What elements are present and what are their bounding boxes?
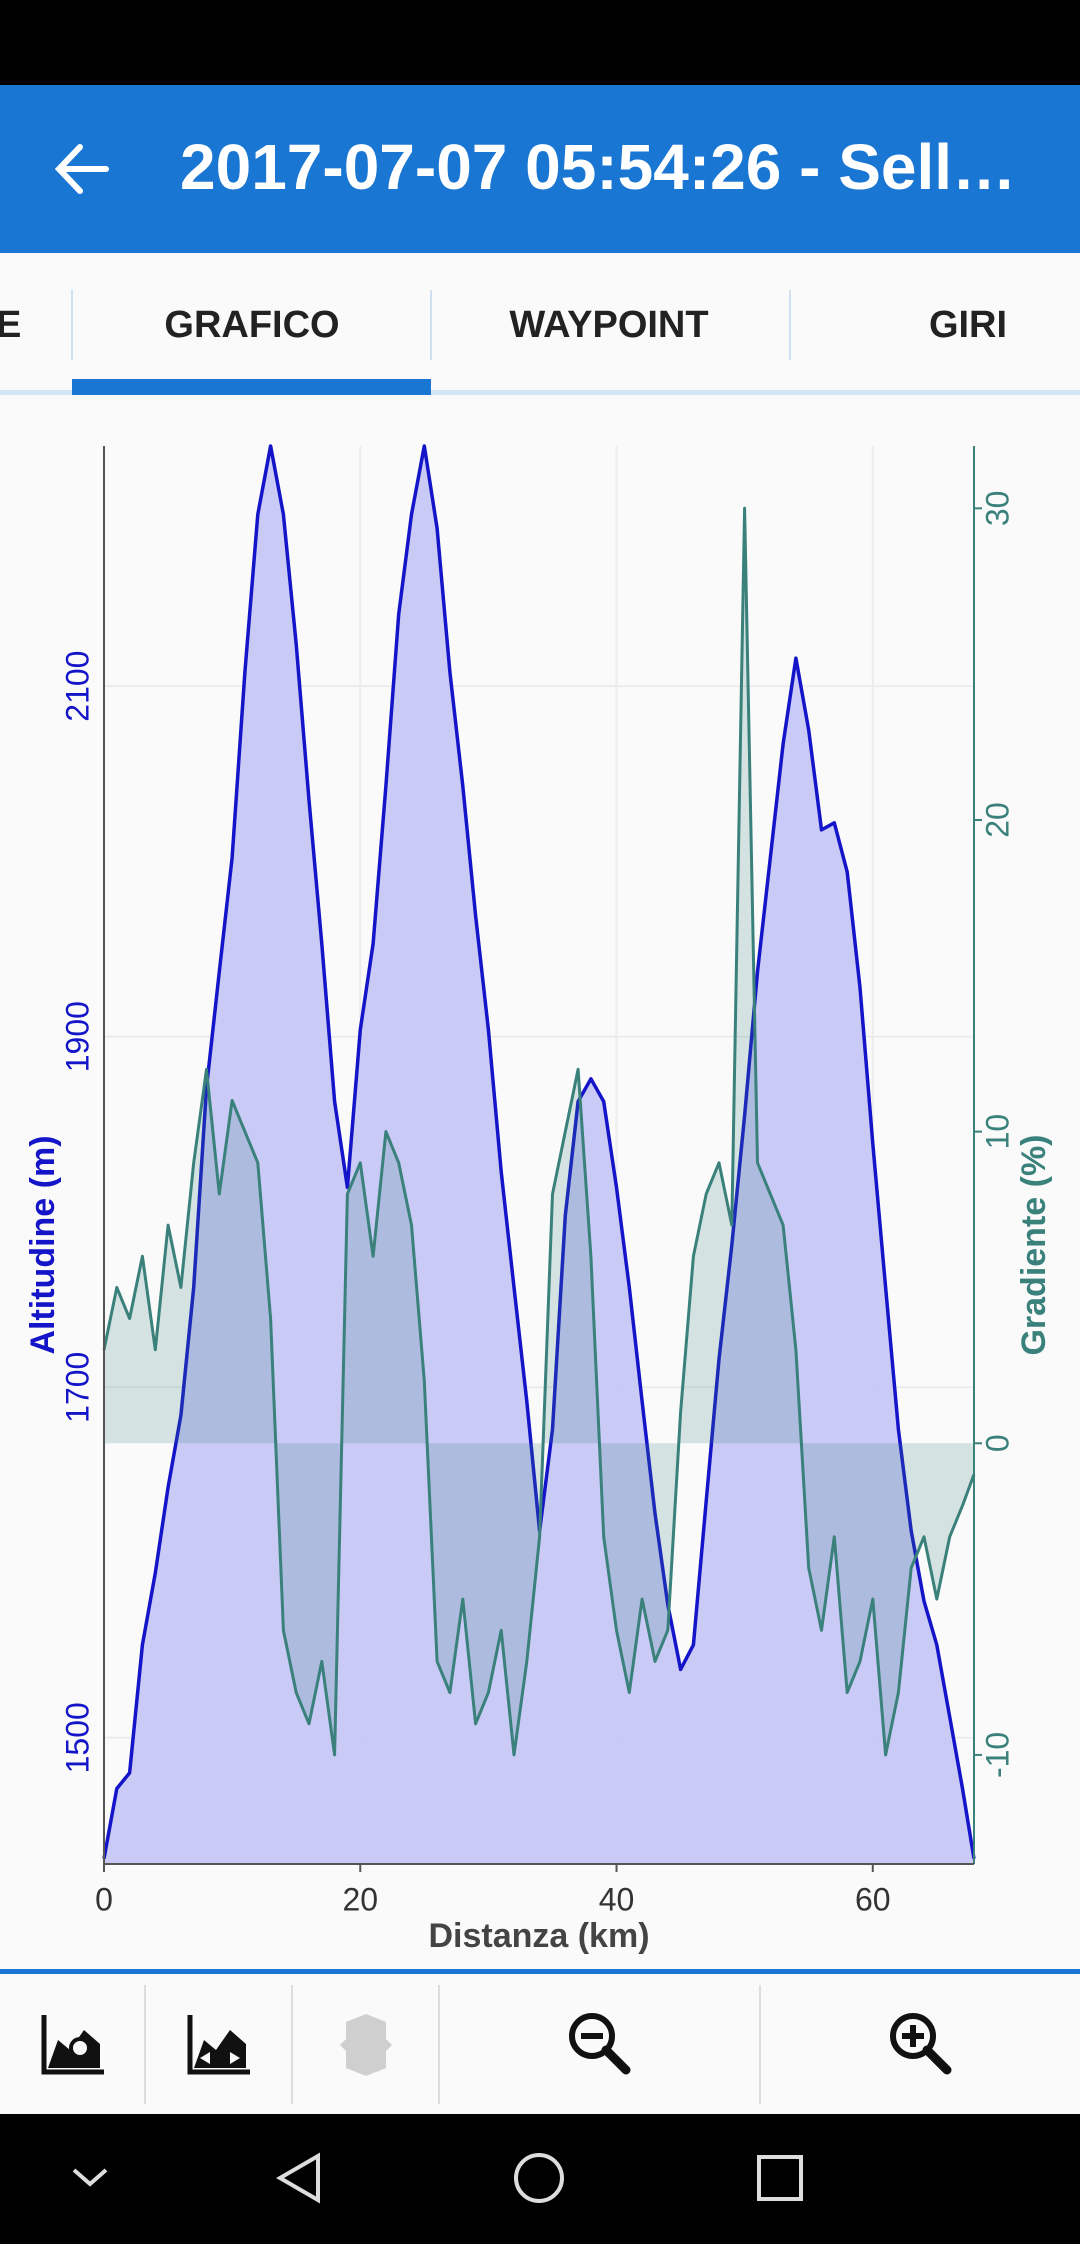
toolbar [0, 1974, 1080, 2114]
x-tick-label: 40 [599, 1881, 635, 1917]
chart: 0 20 40 60 1500 1700 1900 2100 -10 0 10 20 30 Distanz… [24, 444, 1053, 1955]
y-tick-label: 1500 [59, 1702, 95, 1773]
map-button[interactable] [340, 2014, 392, 2076]
x-tick-label: 60 [855, 1881, 891, 1917]
y-tick-label: 2100 [59, 651, 95, 722]
y-axis-label: Altitudine (m) [24, 1135, 62, 1354]
tab[interactable]: GRAFICO [164, 304, 339, 346]
back-button[interactable] [54, 144, 109, 194]
nav-recents[interactable] [757, 2155, 803, 2201]
app-bar [0, 85, 1080, 253]
nav-back[interactable] [276, 2152, 320, 2204]
tab[interactable]: WAYPOINT [509, 304, 708, 346]
area [104, 508, 974, 1755]
chart-pan-button[interactable] [187, 2015, 250, 2075]
y2-tick-label: 20 [979, 802, 1015, 838]
zoom-in-button[interactable] [890, 2013, 952, 2075]
tab[interactable]: E [0, 304, 21, 346]
y-tick-label: 1900 [59, 1001, 95, 1072]
chart-search-button[interactable] [41, 2015, 104, 2075]
nav-hide[interactable] [72, 2168, 108, 2187]
toolbar-separators [144, 1985, 761, 2104]
tab-bar [0, 253, 1080, 395]
nav-home[interactable] [514, 2153, 564, 2203]
x-tick-label: 0 [95, 1881, 113, 1917]
navigation-bar [0, 2114, 1080, 2244]
area [104, 446, 974, 1864]
toolbar-divider [0, 1969, 1080, 1974]
status-bar [0, 0, 1080, 85]
x-tick-label: 20 [342, 1881, 378, 1917]
line [102, 506, 976, 1757]
y2-axis-label: Gradiente (%) [1015, 1134, 1053, 1355]
y-tick-label: 1700 [59, 1352, 95, 1423]
y2-tick-label: -10 [979, 1732, 1015, 1778]
tab-divider [0, 390, 1080, 395]
tab-indicator [72, 379, 431, 395]
x-axis-label: Distanza (km) [428, 1917, 649, 1955]
y2-tick-label: 0 [979, 1434, 1015, 1452]
zoom-out-button[interactable] [569, 2013, 631, 2075]
y2-tick-label: 10 [979, 1114, 1015, 1150]
y2-tick-label: 30 [979, 491, 1015, 527]
screen-title: 2017-07-07 05:54:26 - Sell… [180, 131, 1016, 203]
tab[interactable]: GIRI [929, 304, 1007, 346]
